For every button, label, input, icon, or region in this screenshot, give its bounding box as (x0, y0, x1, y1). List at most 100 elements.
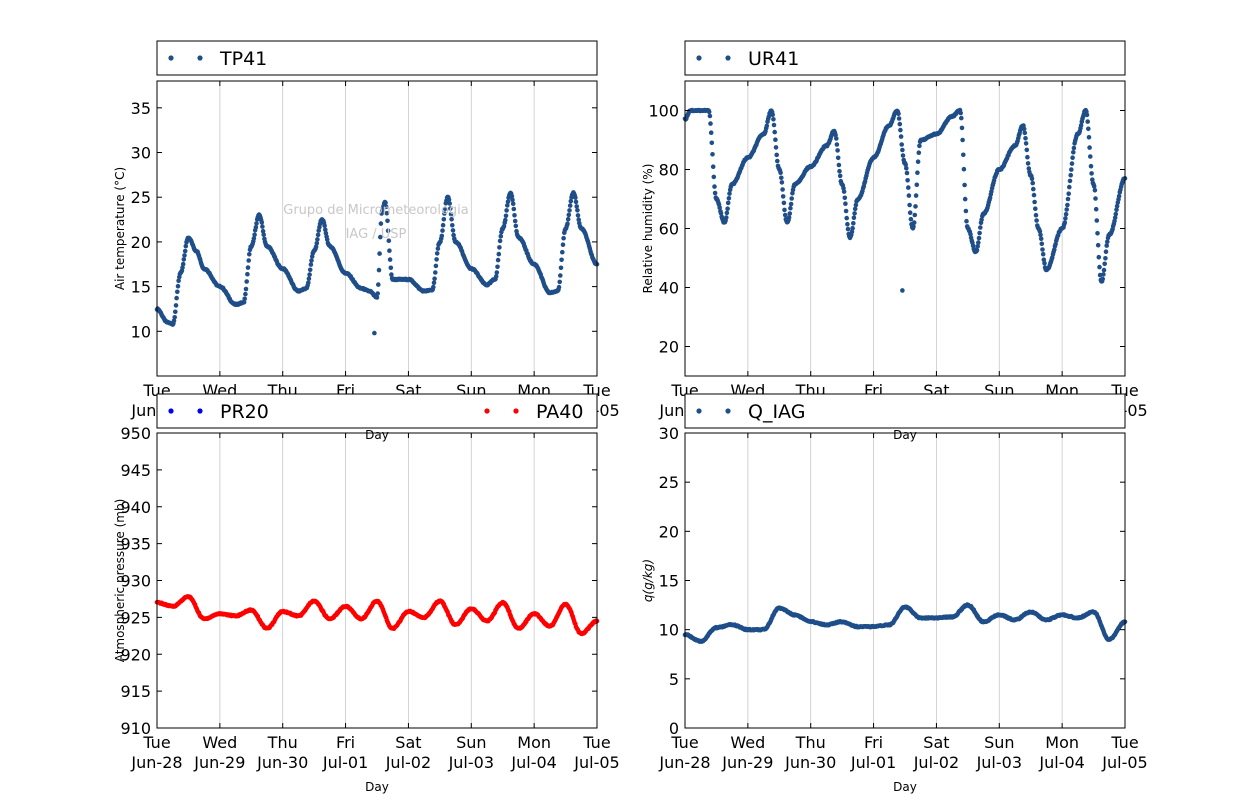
data-point (175, 289, 180, 295)
data-point (1023, 136, 1028, 141)
data-point (975, 244, 980, 249)
data-point (565, 216, 571, 222)
data-point (242, 296, 247, 302)
x-tick-label-date: Jul-05 (573, 753, 619, 772)
x-tick-label-date: Jul-03 (976, 753, 1022, 772)
x-tick-label-day: Thu (795, 733, 826, 752)
data-point (254, 221, 259, 226)
series-q_iag (682, 602, 1128, 644)
data-point (963, 208, 969, 214)
data-point (1037, 229, 1043, 234)
legend-label: UR41 (748, 48, 799, 70)
series-tp41-outlier (372, 330, 377, 336)
data-point (450, 223, 455, 228)
data-point (912, 212, 918, 218)
legend-marker (696, 408, 702, 414)
legend-marker (484, 408, 490, 414)
legend: PR20 PA40 (156, 393, 598, 429)
data-point (1062, 220, 1068, 225)
data-point (182, 253, 187, 258)
data-point (1026, 166, 1032, 171)
data-point (1085, 119, 1090, 124)
data-point (567, 203, 573, 208)
data-point (773, 137, 778, 142)
data-point (1102, 261, 1107, 267)
x-tick-label-date: Jun-28 (130, 753, 182, 772)
series-pa40 (154, 594, 600, 637)
data-point (841, 185, 846, 191)
data-point (917, 143, 922, 149)
data-point (1052, 247, 1057, 252)
data-point (568, 198, 574, 204)
data-point (1101, 267, 1107, 273)
data-point (1100, 276, 1105, 282)
legend-label: Q_IAG (748, 401, 805, 423)
data-point (903, 162, 908, 167)
data-point (906, 185, 911, 190)
data-point (717, 205, 722, 210)
data-point (575, 208, 580, 213)
data-point (841, 189, 847, 194)
legend-marker (725, 55, 731, 61)
data-point (557, 279, 562, 285)
x-axis-label: Day (365, 780, 389, 794)
data-point (260, 228, 266, 234)
data-point (435, 246, 441, 251)
data-point (837, 168, 842, 174)
data-point (261, 232, 267, 238)
data-point (431, 280, 437, 286)
data-point (897, 121, 903, 127)
x-tick-label-day: Tue (670, 733, 698, 752)
x-tick-label-date: Jul-02 (385, 753, 431, 772)
data-point (850, 225, 855, 231)
y-axis-label: Relative humidity (%) (641, 164, 655, 294)
x-tick-label-date: Jul-04 (1038, 753, 1084, 772)
data-point (959, 125, 965, 131)
data-point (780, 194, 786, 199)
data-point (852, 206, 858, 212)
data-point (322, 223, 327, 229)
data-point (896, 111, 901, 117)
data-point (844, 215, 849, 221)
x-tick-label-day: Tue (142, 733, 170, 752)
data-point (440, 222, 446, 228)
data-point (386, 238, 392, 243)
data-point (561, 235, 566, 241)
data-point (851, 215, 857, 221)
y-axis-label: Atmospheric pressure (mb) (113, 499, 127, 663)
data-point (376, 267, 382, 273)
data-point (906, 193, 912, 198)
legend-box (684, 40, 1126, 76)
data-point (1064, 207, 1069, 212)
data-point (1089, 171, 1094, 176)
data-point (1032, 199, 1037, 205)
data-point (259, 220, 265, 225)
chart-panel-top-left: 101520253035TueJun-28WedJun-29ThuJun-30F… (113, 40, 620, 442)
data-point (324, 237, 330, 242)
data-point (976, 240, 981, 245)
data-point (1086, 135, 1092, 140)
data-point (1025, 161, 1031, 166)
data-point (387, 257, 393, 262)
data-point (911, 224, 916, 229)
data-point (706, 109, 712, 115)
data-point (845, 226, 851, 232)
x-tick-label-date: Jun-29 (193, 753, 245, 772)
data-point (383, 200, 388, 206)
legend-marker (725, 408, 731, 414)
data-point (725, 206, 730, 211)
data-point (260, 224, 265, 229)
data-point (243, 286, 249, 292)
data-point (837, 173, 843, 179)
data-point (383, 204, 389, 209)
x-axis-label: Day (893, 780, 917, 794)
series-ur41 (682, 107, 1128, 284)
y-tick-label: 920 (120, 645, 151, 664)
data-point (711, 174, 717, 180)
data-point (905, 178, 910, 183)
y-tick-label: 30 (131, 144, 151, 163)
legend-marker (696, 55, 702, 61)
x-tick-label-date: Jul-04 (510, 753, 556, 772)
y-tick-label: 10 (131, 322, 151, 341)
data-point (774, 152, 779, 158)
